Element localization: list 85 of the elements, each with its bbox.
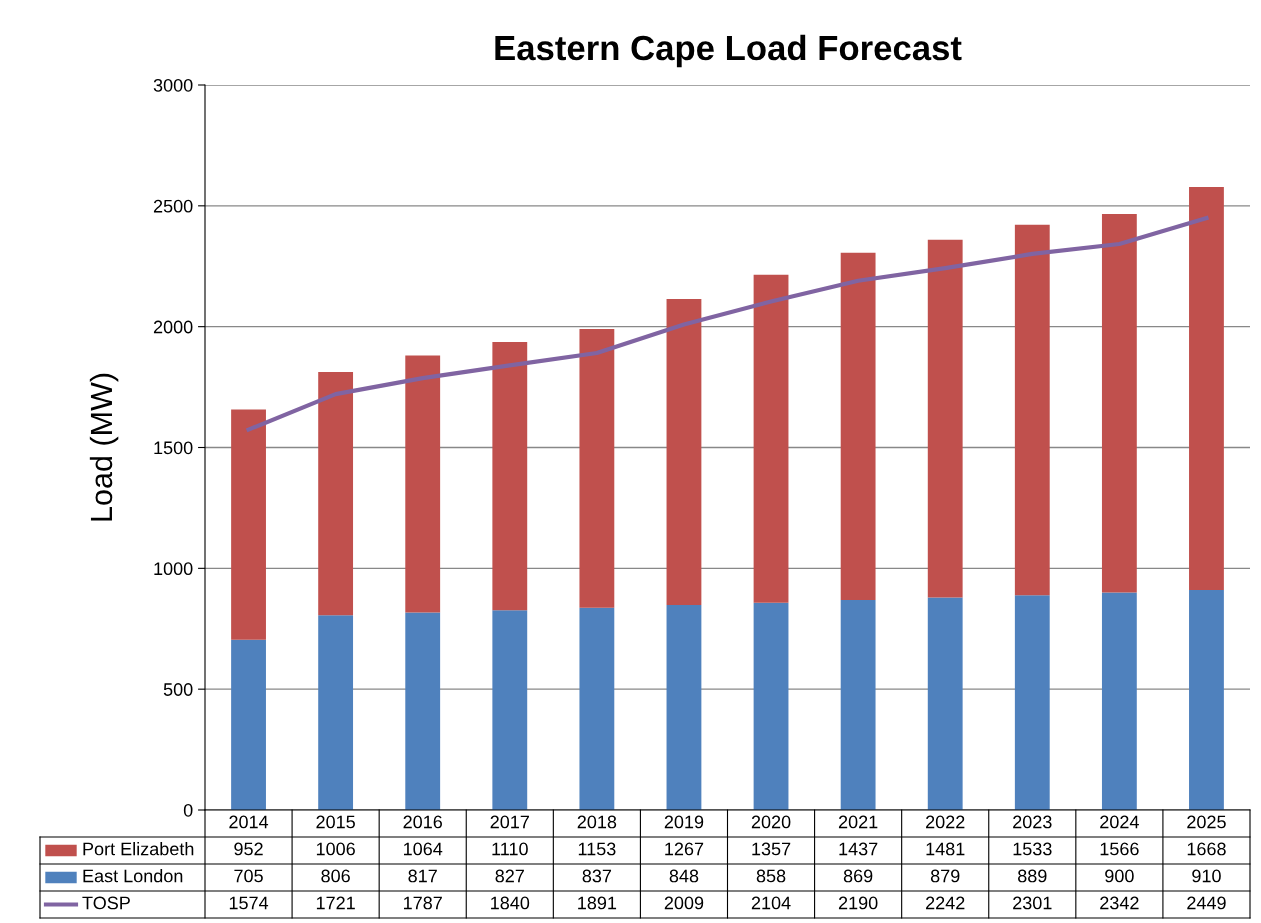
legend-label: TOSP [82, 896, 130, 910]
bar [840, 599, 876, 810]
data-label: 1840 [491, 896, 530, 910]
x-tick-label: 2018 [577, 815, 617, 829]
y-tick-label: 2500 [153, 199, 193, 213]
bar [579, 329, 615, 608]
data-label: 1566 [1100, 842, 1139, 856]
data-label: 817 [408, 869, 437, 883]
x-tick-label: 2022 [926, 815, 965, 829]
bar [1014, 224, 1050, 596]
bar [927, 597, 963, 810]
chart-title: Eastern Cape Load Forecast [495, 34, 962, 68]
data-label: 1006 [316, 842, 355, 856]
data-label: 1153 [578, 842, 616, 856]
bar [492, 341, 528, 611]
data-label: 2009 [664, 896, 704, 910]
data-label: 806 [321, 869, 350, 883]
bar [231, 409, 266, 640]
data-label: 2242 [926, 896, 965, 910]
data-label: 1533 [1013, 842, 1052, 856]
x-tick-label: 2017 [490, 815, 529, 829]
data-label: 879 [930, 869, 960, 883]
bar [1189, 186, 1224, 591]
x-tick-label: 2023 [1013, 815, 1052, 829]
data-label: 900 [1105, 869, 1134, 883]
y-axis-title: Load (MW) [89, 373, 119, 521]
bar [840, 252, 876, 600]
data-label: 2342 [1100, 896, 1139, 910]
bar [405, 612, 441, 810]
bar [666, 605, 702, 810]
bar [1014, 595, 1050, 810]
data-label: 869 [843, 869, 873, 883]
bar [318, 615, 354, 810]
legend-label: East London [83, 869, 183, 883]
data-label: 2190 [838, 896, 878, 910]
data-label: 1267 [665, 842, 704, 856]
data-label: 952 [234, 842, 263, 856]
bar [927, 239, 963, 598]
data-label: 1787 [404, 896, 442, 910]
data-label: 1891 [578, 896, 617, 910]
line-series [246, 216, 1209, 432]
data-label: 1064 [404, 842, 443, 856]
bar [753, 602, 789, 810]
y-tick-label: 1000 [154, 562, 193, 576]
x-tick-label: 2025 [1187, 815, 1226, 829]
bar [231, 639, 266, 810]
x-tick-label: 2014 [229, 815, 269, 829]
data-label: 2301 [1013, 896, 1052, 910]
data-label: 1574 [229, 896, 269, 910]
data-label: 858 [756, 869, 786, 883]
y-tick-label: 2000 [153, 320, 193, 334]
bar [492, 610, 528, 810]
bar [405, 355, 441, 613]
x-tick-label: 2024 [1100, 815, 1139, 829]
y-tick-label: 0 [183, 803, 193, 817]
x-tick-label: 2019 [664, 815, 704, 829]
bar [1189, 590, 1224, 810]
data-label: 848 [669, 869, 699, 883]
data-label: 2104 [751, 896, 791, 910]
x-tick-label: 2020 [751, 815, 791, 829]
y-tick-label: 500 [163, 683, 193, 696]
data-label: 1110 [492, 842, 528, 856]
x-tick-label: 2021 [838, 815, 878, 829]
y-tick-label: 1500 [154, 441, 193, 455]
data-label: 889 [1018, 869, 1047, 883]
data-label: 2449 [1187, 896, 1226, 910]
x-tick-label: 2015 [316, 815, 355, 829]
bar [666, 298, 702, 606]
data-label: 837 [582, 869, 612, 883]
x-tick-label: 2016 [403, 815, 442, 829]
data-label: 1437 [839, 842, 878, 856]
data-label: 1481 [926, 842, 965, 856]
data-label: 705 [234, 869, 263, 883]
data-label: 910 [1192, 869, 1221, 883]
bar [318, 372, 354, 616]
bar [1101, 214, 1137, 593]
data-label: 1357 [752, 842, 791, 856]
legend-label: Port Elizabeth [83, 842, 194, 856]
bar [753, 274, 789, 603]
data-label: 1721 [316, 896, 355, 910]
y-tick-label: 3000 [153, 78, 193, 92]
data-label: 827 [495, 869, 524, 883]
bar [1101, 592, 1137, 810]
data-label: 1668 [1187, 842, 1226, 856]
bar [579, 607, 615, 810]
